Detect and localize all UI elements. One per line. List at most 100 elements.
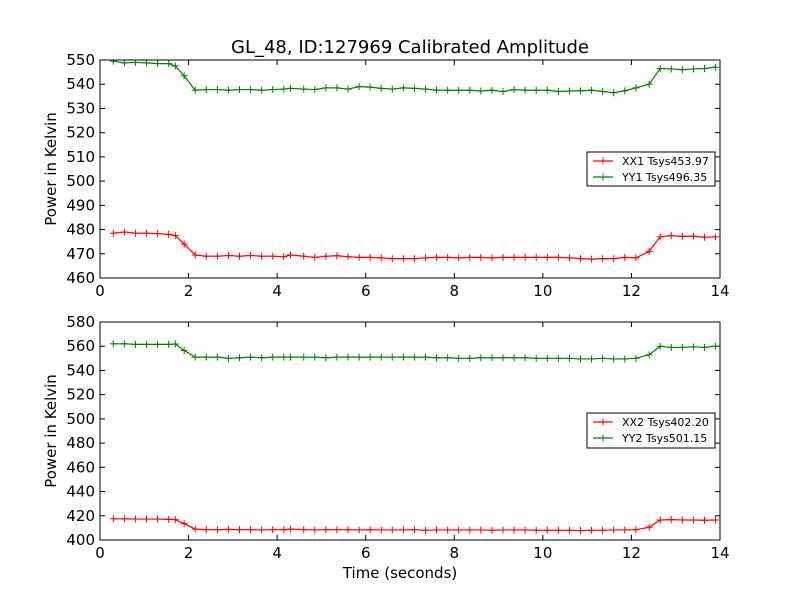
legend-box xyxy=(586,151,716,187)
data-point-marker xyxy=(543,253,551,261)
data-point-marker xyxy=(712,63,720,71)
data-point-marker xyxy=(180,72,188,80)
data-point-marker xyxy=(689,232,697,240)
data-point-marker xyxy=(599,354,607,362)
data-point-marker xyxy=(355,353,363,361)
data-point-marker xyxy=(621,355,629,363)
data-point-marker xyxy=(444,86,452,94)
y-tick-label: 560 xyxy=(66,337,95,355)
data-point-marker xyxy=(213,252,221,260)
data-point-marker xyxy=(410,353,418,361)
data-point-marker xyxy=(300,353,308,361)
data-point-marker xyxy=(455,354,463,362)
data-point-marker xyxy=(422,85,429,93)
data-point-marker xyxy=(689,516,697,524)
x-tick-label: 6 xyxy=(361,544,371,562)
data-point-marker xyxy=(269,86,277,94)
y-tick-label: 460 xyxy=(66,458,95,476)
data-point-marker xyxy=(543,86,551,94)
data-point-marker xyxy=(120,60,128,67)
y-tick-label: 400 xyxy=(66,531,95,549)
x-tick-label: 10 xyxy=(533,282,552,300)
data-point-marker xyxy=(213,353,221,361)
data-point-marker xyxy=(599,255,607,263)
data-point-marker xyxy=(510,253,518,261)
data-point-marker xyxy=(588,355,596,363)
data-point-marker xyxy=(247,353,255,361)
data-point-marker xyxy=(621,87,629,95)
x-tick-label: 12 xyxy=(622,544,641,562)
data-point-marker xyxy=(280,353,288,361)
data-point-marker xyxy=(180,520,188,528)
data-point-marker xyxy=(701,64,708,72)
data-point-marker xyxy=(621,526,629,534)
data-point-marker xyxy=(510,86,518,94)
data-point-marker xyxy=(236,86,243,94)
data-point-marker xyxy=(577,527,584,535)
data-point-marker xyxy=(258,86,266,94)
legend: XX1 Tsys453.97 YY1 Tsys496.35 xyxy=(586,151,716,187)
data-point-marker xyxy=(645,351,653,359)
data-point-marker xyxy=(355,253,363,261)
data-point-marker xyxy=(399,526,407,534)
x-tick-label: 4 xyxy=(272,544,282,562)
data-point-marker xyxy=(689,343,697,351)
data-point-marker xyxy=(667,232,675,240)
series-xx1 xyxy=(109,228,720,263)
data-point-marker xyxy=(678,516,686,524)
data-point-marker xyxy=(165,340,173,348)
data-point-marker xyxy=(667,516,675,524)
x-tick-label: 4 xyxy=(272,282,282,300)
y-tick-label: 480 xyxy=(66,221,95,239)
data-point-marker xyxy=(610,526,618,534)
data-point-marker xyxy=(521,526,529,534)
data-point-marker xyxy=(410,255,418,263)
data-point-marker xyxy=(678,232,686,240)
data-point-marker xyxy=(455,254,463,262)
data-point-marker xyxy=(180,240,188,248)
data-point-marker xyxy=(311,253,319,261)
data-point-marker xyxy=(333,353,341,361)
data-point-marker xyxy=(333,252,341,260)
data-point-marker xyxy=(444,253,452,261)
data-point-marker xyxy=(236,252,243,260)
data-point-marker xyxy=(577,355,584,363)
data-point-marker xyxy=(344,253,352,261)
legend-marker xyxy=(599,157,607,165)
data-point-marker xyxy=(322,354,330,362)
data-point-marker xyxy=(191,525,199,533)
data-point-marker xyxy=(521,86,529,94)
data-point-marker xyxy=(399,353,407,361)
data-point-marker xyxy=(632,254,640,262)
x-tick-label: 2 xyxy=(184,544,194,562)
data-point-marker xyxy=(377,84,385,92)
data-point-marker xyxy=(286,251,294,259)
data-point-marker xyxy=(521,354,529,362)
data-point-marker xyxy=(120,515,128,523)
data-point-marker xyxy=(344,85,352,93)
x-tick-label: 6 xyxy=(361,282,371,300)
data-point-marker xyxy=(645,247,653,255)
data-point-marker xyxy=(377,526,385,534)
data-point-marker xyxy=(621,253,629,261)
data-point-marker xyxy=(565,254,573,262)
data-point-marker xyxy=(286,525,294,533)
data-point-marker xyxy=(466,253,474,261)
data-point-marker xyxy=(543,354,551,362)
data-point-marker xyxy=(399,255,407,263)
data-point-marker xyxy=(191,353,199,361)
y-tick-label: 580 xyxy=(66,313,95,331)
data-point-marker xyxy=(499,87,507,95)
data-point-marker xyxy=(258,354,266,362)
y-tick-label: 500 xyxy=(66,172,95,190)
legend-box xyxy=(586,412,716,449)
data-point-marker xyxy=(258,252,266,260)
data-point-marker xyxy=(701,343,708,351)
y-tick-label: 520 xyxy=(66,124,95,142)
data-point-marker xyxy=(488,86,496,94)
data-point-marker xyxy=(202,252,210,260)
data-point-marker xyxy=(712,233,720,241)
data-point-marker xyxy=(269,252,277,260)
y-tick-label: 470 xyxy=(66,245,95,263)
data-point-marker xyxy=(521,253,529,261)
